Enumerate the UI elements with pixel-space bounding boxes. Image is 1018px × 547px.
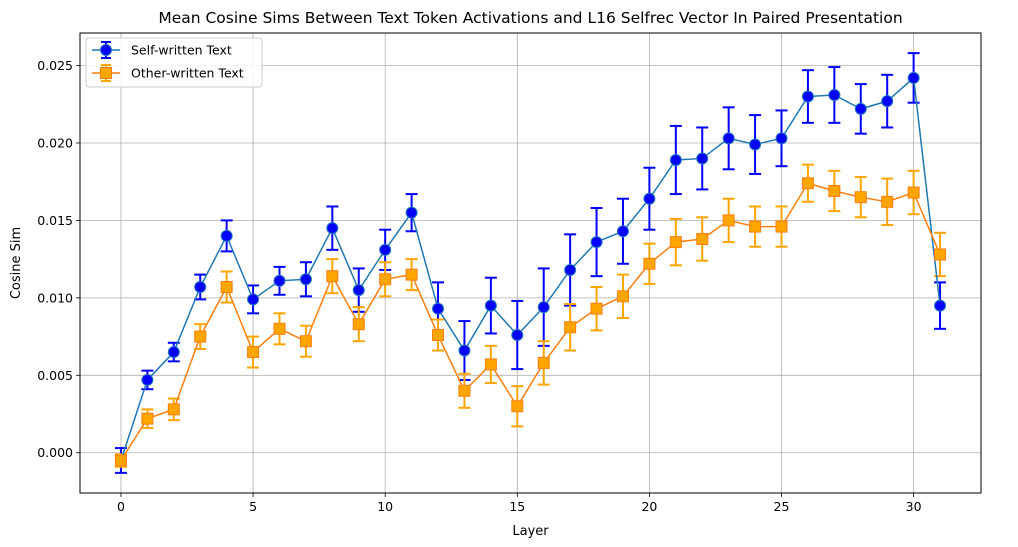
- data-point-other: [722, 214, 735, 227]
- data-point-self: [167, 346, 180, 359]
- data-point-self: [247, 293, 260, 306]
- data-point-self: [352, 284, 365, 297]
- legend-item-other: Other-written Text: [92, 64, 244, 82]
- legend-frame: [85, 37, 263, 88]
- data-point-other: [537, 356, 550, 369]
- data-point-self: [854, 102, 867, 115]
- data-point-other: [801, 177, 814, 190]
- x-tick-label: 25: [774, 499, 790, 514]
- x-axis-ticks: 0 5 10 15 20 25 30: [117, 493, 922, 514]
- data-point-self: [432, 302, 445, 315]
- y-tick-label: 0.015: [37, 213, 73, 228]
- data-point-self: [669, 154, 682, 167]
- data-point-other: [669, 236, 682, 249]
- data-point-other: [220, 281, 233, 294]
- x-tick-label: 5: [249, 499, 257, 514]
- series-markers: [114, 71, 947, 467]
- data-point-self: [616, 225, 629, 238]
- data-point-self: [907, 71, 920, 84]
- data-point-other: [907, 186, 920, 199]
- data-point-self: [934, 299, 947, 312]
- y-tick-label: 0.005: [37, 368, 73, 383]
- data-point-other: [934, 248, 947, 261]
- y-tick-label: 0.000: [37, 445, 73, 460]
- data-point-other: [326, 270, 339, 283]
- data-point-other: [828, 184, 841, 197]
- y-axis-label: Cosine Sim: [9, 227, 24, 299]
- data-point-other: [379, 273, 392, 286]
- data-point-self: [881, 95, 894, 108]
- data-point-other: [484, 358, 497, 371]
- data-point-other: [590, 302, 603, 315]
- data-point-self: [511, 329, 524, 342]
- data-point-other: [643, 257, 656, 270]
- y-tick-label: 0.010: [37, 290, 73, 305]
- data-point-self: [484, 299, 497, 312]
- data-point-other: [141, 412, 154, 425]
- legend-marker-other: [100, 67, 112, 79]
- data-point-self: [458, 344, 471, 357]
- data-point-self: [273, 274, 286, 287]
- data-point-self: [775, 132, 788, 145]
- data-point-self: [194, 281, 207, 294]
- y-tick-label: 0.020: [37, 135, 73, 150]
- x-tick-label: 0: [117, 499, 125, 514]
- x-tick-label: 20: [641, 499, 657, 514]
- data-point-other: [194, 330, 207, 343]
- data-point-self: [141, 373, 154, 386]
- x-axis-label: Layer: [512, 524, 549, 539]
- data-point-other: [854, 191, 867, 204]
- data-point-other: [114, 454, 127, 467]
- data-point-self: [220, 229, 233, 242]
- data-point-self: [405, 206, 418, 219]
- y-axis-ticks: 0.000 0.005 0.010 0.015 0.020 0.025: [37, 58, 80, 460]
- x-tick-label: 10: [377, 499, 393, 514]
- data-point-self: [828, 88, 841, 101]
- data-point-self: [749, 138, 762, 151]
- legend: Self-written Text Other-written Text: [85, 37, 263, 88]
- chart-title: Mean Cosine Sims Between Text Token Acti…: [158, 9, 902, 27]
- legend-label-other: Other-written Text: [131, 66, 244, 81]
- y-tick-label: 0.025: [37, 58, 73, 73]
- data-point-other: [405, 268, 418, 281]
- plot-area: [80, 33, 981, 493]
- data-point-other: [273, 322, 286, 335]
- data-point-other: [458, 384, 471, 397]
- x-tick-label: 15: [509, 499, 525, 514]
- data-point-other: [352, 318, 365, 331]
- legend-marker-self: [100, 44, 112, 56]
- data-point-self: [643, 192, 656, 205]
- data-point-self: [299, 273, 312, 286]
- data-point-other: [511, 400, 524, 413]
- data-point-other: [775, 220, 788, 233]
- x-tick-label: 30: [906, 499, 922, 514]
- data-point-other: [299, 335, 312, 348]
- data-point-other: [696, 232, 709, 245]
- data-point-self: [801, 90, 814, 103]
- data-point-other: [564, 321, 577, 334]
- data-point-other: [432, 329, 445, 342]
- plot-frame: [79, 32, 982, 494]
- data-point-other: [247, 346, 260, 359]
- data-point-other: [749, 220, 762, 233]
- data-point-other: [616, 290, 629, 303]
- data-point-other: [167, 403, 180, 416]
- data-point-self: [537, 301, 550, 314]
- data-point-self: [379, 243, 392, 256]
- data-point-self: [590, 236, 603, 249]
- data-point-self: [722, 132, 735, 145]
- data-point-self: [696, 152, 709, 165]
- legend-label-self: Self-written Text: [131, 43, 232, 58]
- data-point-other: [881, 195, 894, 208]
- data-point-self: [564, 263, 577, 276]
- data-point-self: [326, 222, 339, 235]
- legend-item-self: Self-written Text: [92, 41, 232, 59]
